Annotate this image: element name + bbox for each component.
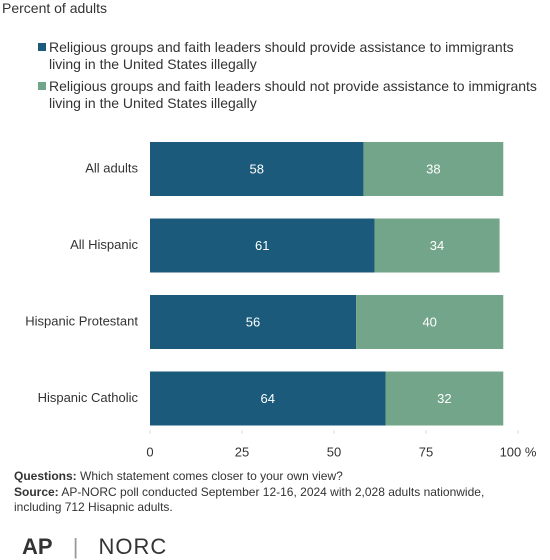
note-text: Which statement comes closer to your own… bbox=[80, 469, 343, 483]
y-tick-label: Hispanic Catholic bbox=[38, 390, 139, 405]
bar-segment bbox=[150, 295, 357, 349]
legend-swatch bbox=[38, 43, 46, 51]
value-label: 34 bbox=[430, 238, 444, 253]
x-tick-label: 25 bbox=[235, 444, 249, 459]
note-label: Questions: bbox=[14, 469, 77, 483]
legend-item: Religious groups and faith leaders shoul… bbox=[38, 78, 538, 112]
legend-swatch bbox=[38, 82, 46, 90]
value-label: 56 bbox=[246, 314, 260, 329]
x-tick-label: 0 bbox=[146, 444, 153, 459]
logo-norc: NORC bbox=[98, 534, 168, 559]
subtitle: Percent of adults bbox=[2, 0, 108, 16]
note-text: AP-NORC poll conducted September 12-16, … bbox=[14, 485, 485, 514]
x-tick-label: 50 bbox=[327, 444, 341, 459]
bar-segment bbox=[374, 218, 500, 273]
source-note: Source: AP-NORC poll conducted September… bbox=[14, 485, 534, 515]
y-tick-label: All adults bbox=[85, 160, 138, 175]
x-tick-label: 100 % bbox=[500, 444, 537, 459]
bar-segment bbox=[385, 371, 504, 426]
bar-segment bbox=[150, 371, 386, 426]
legend-item: Religious groups and faith leaders shoul… bbox=[38, 39, 538, 73]
legend-label: Religious groups and faith leaders shoul… bbox=[49, 78, 537, 111]
value-label: 38 bbox=[426, 161, 440, 176]
value-label: 40 bbox=[422, 314, 436, 329]
value-label: 58 bbox=[249, 161, 263, 176]
logo-divider: | bbox=[72, 534, 79, 559]
bar-segment bbox=[150, 142, 364, 196]
value-label: 64 bbox=[261, 391, 275, 406]
bar-segment bbox=[363, 142, 504, 196]
value-label: 32 bbox=[437, 391, 451, 406]
x-tick-label: 75 bbox=[419, 444, 433, 459]
y-tick-label: Hispanic Protestant bbox=[25, 313, 138, 328]
logo-ap: AP bbox=[22, 534, 53, 559]
value-label: 61 bbox=[255, 238, 269, 253]
chart: 0 25 50 75 100 % All adults 58 38 All Hispanic 61… bbox=[25, 142, 537, 459]
bar-segment bbox=[150, 218, 375, 273]
y-tick-label: All Hispanic bbox=[70, 237, 138, 252]
questions-note: Questions: Which statement comes closer … bbox=[14, 469, 534, 484]
bar-segment bbox=[356, 295, 504, 349]
logo: AP | NORC bbox=[22, 534, 167, 560]
note-label: Source: bbox=[14, 485, 59, 499]
legend-label: Religious groups and faith leaders shoul… bbox=[49, 39, 514, 72]
